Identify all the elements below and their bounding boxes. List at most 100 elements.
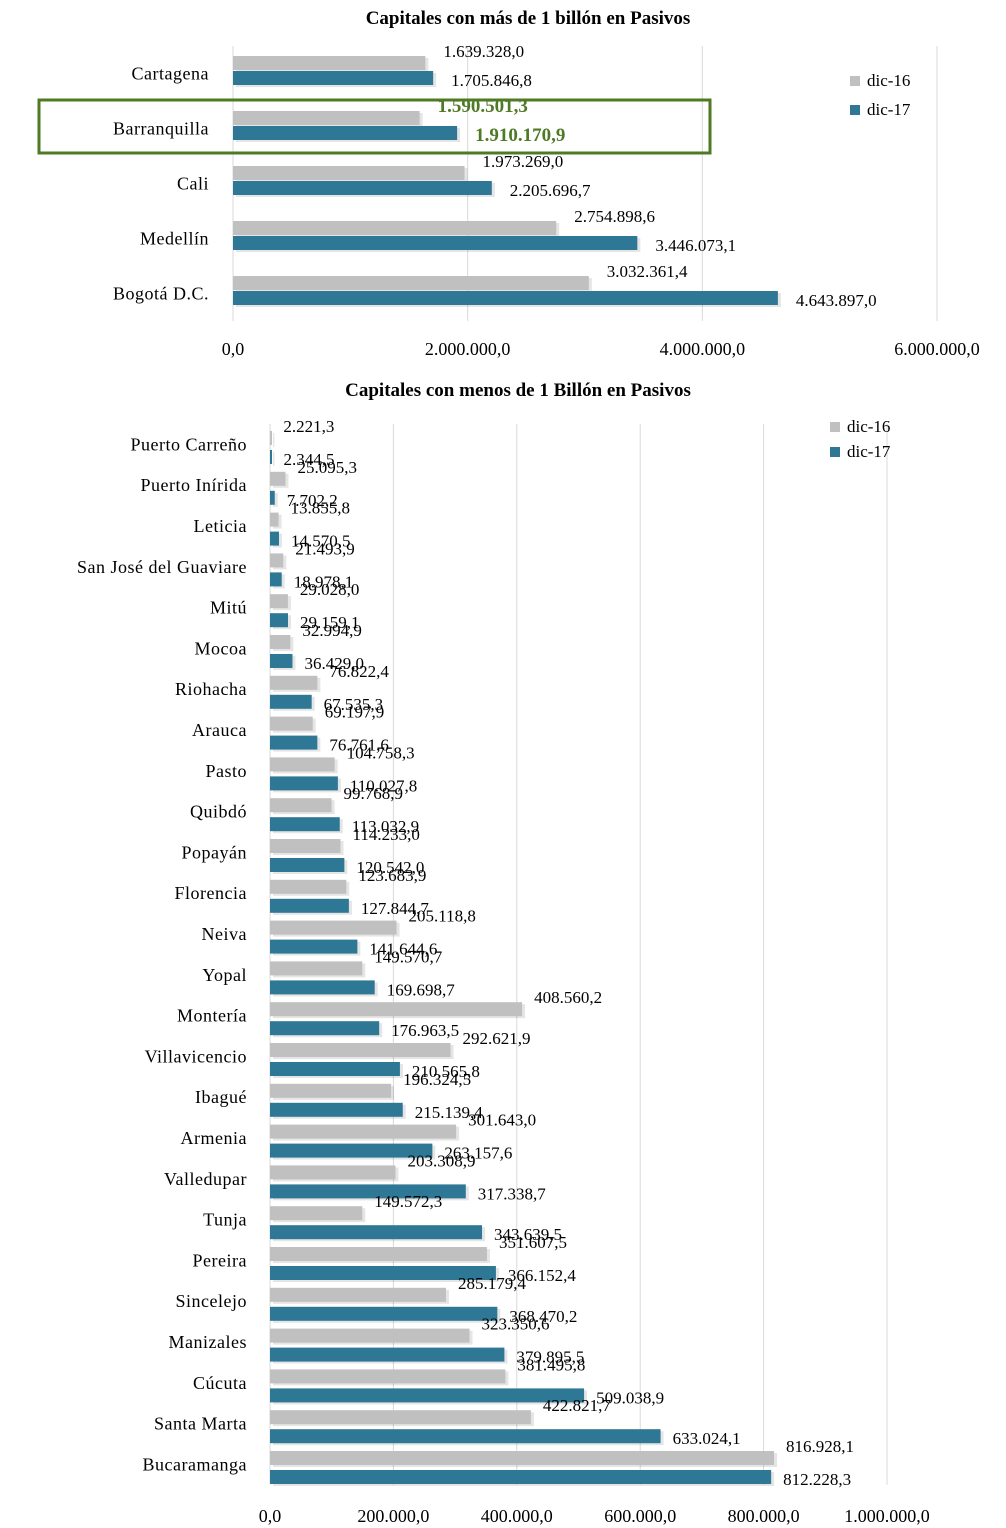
bar-dic-16 [270,1124,457,1139]
data-label: 1.705.846,8 [451,71,532,90]
category-label: Pereira [193,1250,247,1270]
category-label: Leticia [194,516,247,536]
category-label: Sincelejo [176,1291,247,1311]
data-label: 123.683,9 [358,866,426,885]
category-label: Puerto Inírida [141,475,247,495]
bar-dic-17 [233,126,458,140]
category-label: Neiva [202,924,247,944]
legend-label: dic-17 [847,442,891,461]
data-label: 196.324,5 [403,1070,471,1089]
category-label: Montería [177,1006,247,1026]
bar-dic-16 [270,675,318,690]
bar-dic-17 [270,858,345,872]
bar-dic-17 [270,1062,400,1076]
bar-dic-17 [270,1102,403,1117]
bar-dic-17 [270,1306,498,1321]
category-label: Mocoa [195,638,247,658]
bar-dic-17 [270,817,340,832]
category-label: Arauca [192,720,247,740]
x-tick-label: 800.000,0 [728,1506,800,1526]
x-tick-label: 6.000.000,0 [894,339,980,359]
bar-shadow [273,433,275,447]
bar-dic-16 [270,757,335,772]
data-label: 67.535,3 [324,695,384,714]
category-label: Medellín [140,229,209,249]
bar-dic-16 [270,431,272,445]
chart-title: Capitales con más de 1 billón en Pasivos [366,8,691,29]
data-label: 3.446.073,1 [655,236,736,255]
bar-dic-17 [270,572,282,587]
category-label: Valledupar [164,1169,247,1189]
data-label: 366.152,4 [508,1266,577,1285]
data-label: 812.228,3 [783,1470,851,1489]
category-label: Quibdó [190,802,247,822]
highlight-box [37,98,712,155]
bar-dic-16 [233,276,589,290]
data-label: 205.118,8 [409,907,476,926]
data-label: 379.895,5 [516,1348,584,1367]
data-label: 149.570,7 [374,947,443,966]
data-label: 21.493,9 [295,539,355,558]
x-tick-label: 400.000,0 [481,1506,553,1526]
bar-dic-17 [270,654,293,668]
data-label: 422.821,7 [543,1396,612,1415]
bar-dic-17 [270,531,279,546]
data-label: 816.928,1 [786,1437,854,1456]
bar-dic-17 [270,898,349,913]
legend-swatch [830,422,840,432]
data-label: 149.572,3 [374,1192,442,1211]
data-label: 176.963,5 [391,1021,459,1040]
bar-dic-16 [233,111,420,125]
bar-dic-17 [233,181,492,195]
x-tick-label: 0,0 [259,1506,282,1526]
data-label: 113.032,9 [352,817,419,836]
bar-shadow [273,492,278,507]
legend-label: dic-16 [847,417,890,436]
data-label: 114.233,0 [352,825,419,844]
bar-dic-16 [270,839,341,853]
data-label: 141.644,6 [369,940,437,959]
bar-dic-17 [270,1021,380,1036]
category-label: Puerto Carreño [131,434,247,454]
data-label: 36.429,0 [304,654,364,673]
data-label: 292.621,9 [463,1029,531,1048]
bar-dic-16 [270,1451,775,1465]
legend-swatch [830,447,840,457]
bar-dic-16 [270,1247,487,1261]
data-label: 4.643.897,0 [796,291,877,310]
bar-dic-17 [270,939,358,954]
category-label: Tunja [203,1210,247,1230]
bar-dic-16 [270,1369,506,1384]
data-label: 1.639.328,0 [443,42,524,61]
bar-dic-17 [270,1429,661,1444]
data-label: 13.855,8 [291,499,351,518]
data-label: 408.560,2 [534,988,602,1007]
bar-dic-16 [270,1287,446,1302]
x-tick-label: 600.000,0 [604,1506,676,1526]
category-label: Cali [177,174,209,194]
data-label: 509.038,9 [596,1388,664,1407]
bar-dic-17 [270,1143,433,1158]
data-label: 215.139,4 [415,1103,484,1122]
bar-dic-16 [270,920,397,935]
x-tick-label: 200.000,0 [357,1506,429,1526]
bar-dic-16 [270,1002,523,1017]
data-label: 285.179,4 [458,1274,527,1293]
data-label: 1.973.269,0 [483,152,564,171]
bar-dic-17 [270,1266,496,1280]
data-label: 633.024,1 [673,1429,741,1448]
data-label: 317.338,7 [478,1184,547,1203]
category-label: Cúcuta [193,1373,247,1393]
data-label: 32.994,9 [302,621,362,640]
data-label: 76.822,4 [329,662,389,681]
category-label: Bucaramanga [143,1454,247,1474]
bar-dic-16 [270,471,286,486]
bar-dic-16 [233,166,465,180]
legend-swatch [850,76,860,86]
x-tick-label: 4.000.000,0 [660,339,746,359]
category-label: Manizales [169,1332,247,1352]
bar-dic-17 [270,1388,585,1403]
bar-dic-17 [270,694,312,709]
bar-dic-17 [270,1225,483,1240]
